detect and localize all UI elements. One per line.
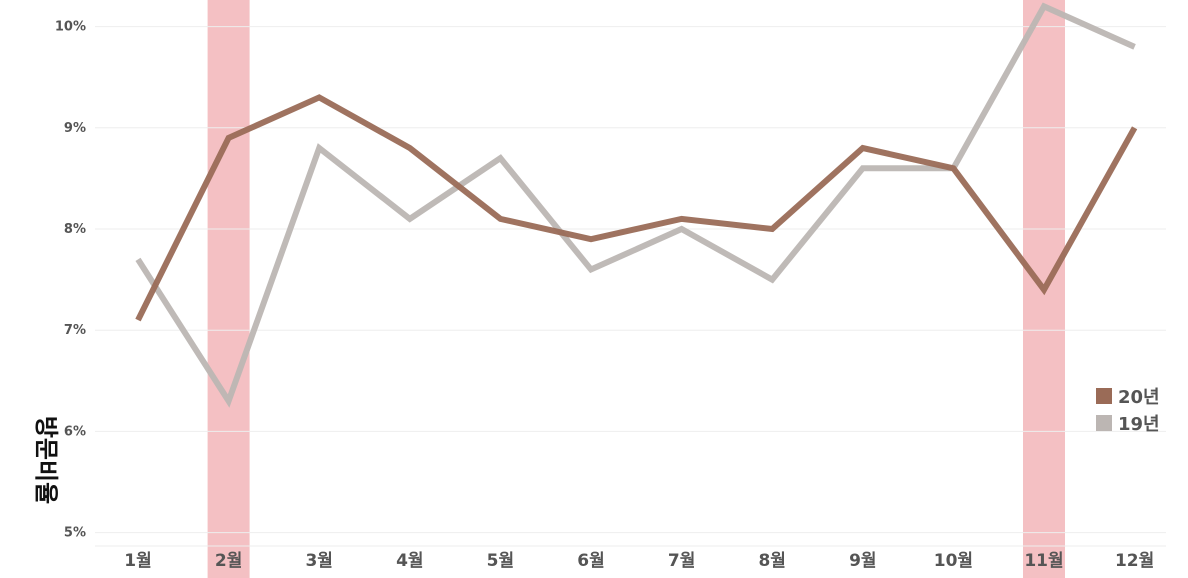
y-tick-label: 9% <box>64 121 86 136</box>
highlight-band-2 <box>207 0 250 578</box>
legend-swatch <box>1096 388 1112 404</box>
highlight-bands <box>207 0 1065 578</box>
grid-lines <box>95 26 1166 547</box>
legend-label: 19년 <box>1118 414 1160 435</box>
y-tick-label: 5% <box>64 526 86 541</box>
x-tick-label: 8월 <box>758 551 785 571</box>
y-tick-label: 10% <box>55 20 86 35</box>
x-tick-label: 4월 <box>396 551 423 571</box>
x-tick-label: 5월 <box>487 551 514 571</box>
y-tick-label: 6% <box>64 424 86 439</box>
y-tick-label: 8% <box>64 222 86 237</box>
x-tick-label: 7월 <box>668 551 695 571</box>
legend-swatch <box>1096 415 1112 431</box>
y-axis-ticks: 5% 6% 7% 8% 9% 10% <box>55 20 86 541</box>
y-axis-label: 방문비율 <box>32 416 60 504</box>
x-tick-label: 2월 <box>215 551 242 571</box>
x-tick-label: 6월 <box>577 551 604 571</box>
legend-label: 20년 <box>1118 387 1160 408</box>
x-tick-label: 3월 <box>305 551 332 571</box>
x-tick-label: 9월 <box>849 551 876 571</box>
series-line-19년 <box>135 2 1136 408</box>
x-tick-label: 10월 <box>934 551 973 571</box>
series-line-20년 <box>135 94 1138 322</box>
x-tick-label: 11월 <box>1024 551 1063 571</box>
x-tick-label: 1월 <box>124 551 151 571</box>
series-lines <box>135 2 1138 408</box>
x-tick-label: 12월 <box>1115 551 1154 571</box>
y-tick-label: 7% <box>64 323 86 338</box>
x-axis-ticks: 1월 2월 3월 4월 5월 6월 7월 8월 9월 10월 11월 12월 <box>124 551 1154 571</box>
